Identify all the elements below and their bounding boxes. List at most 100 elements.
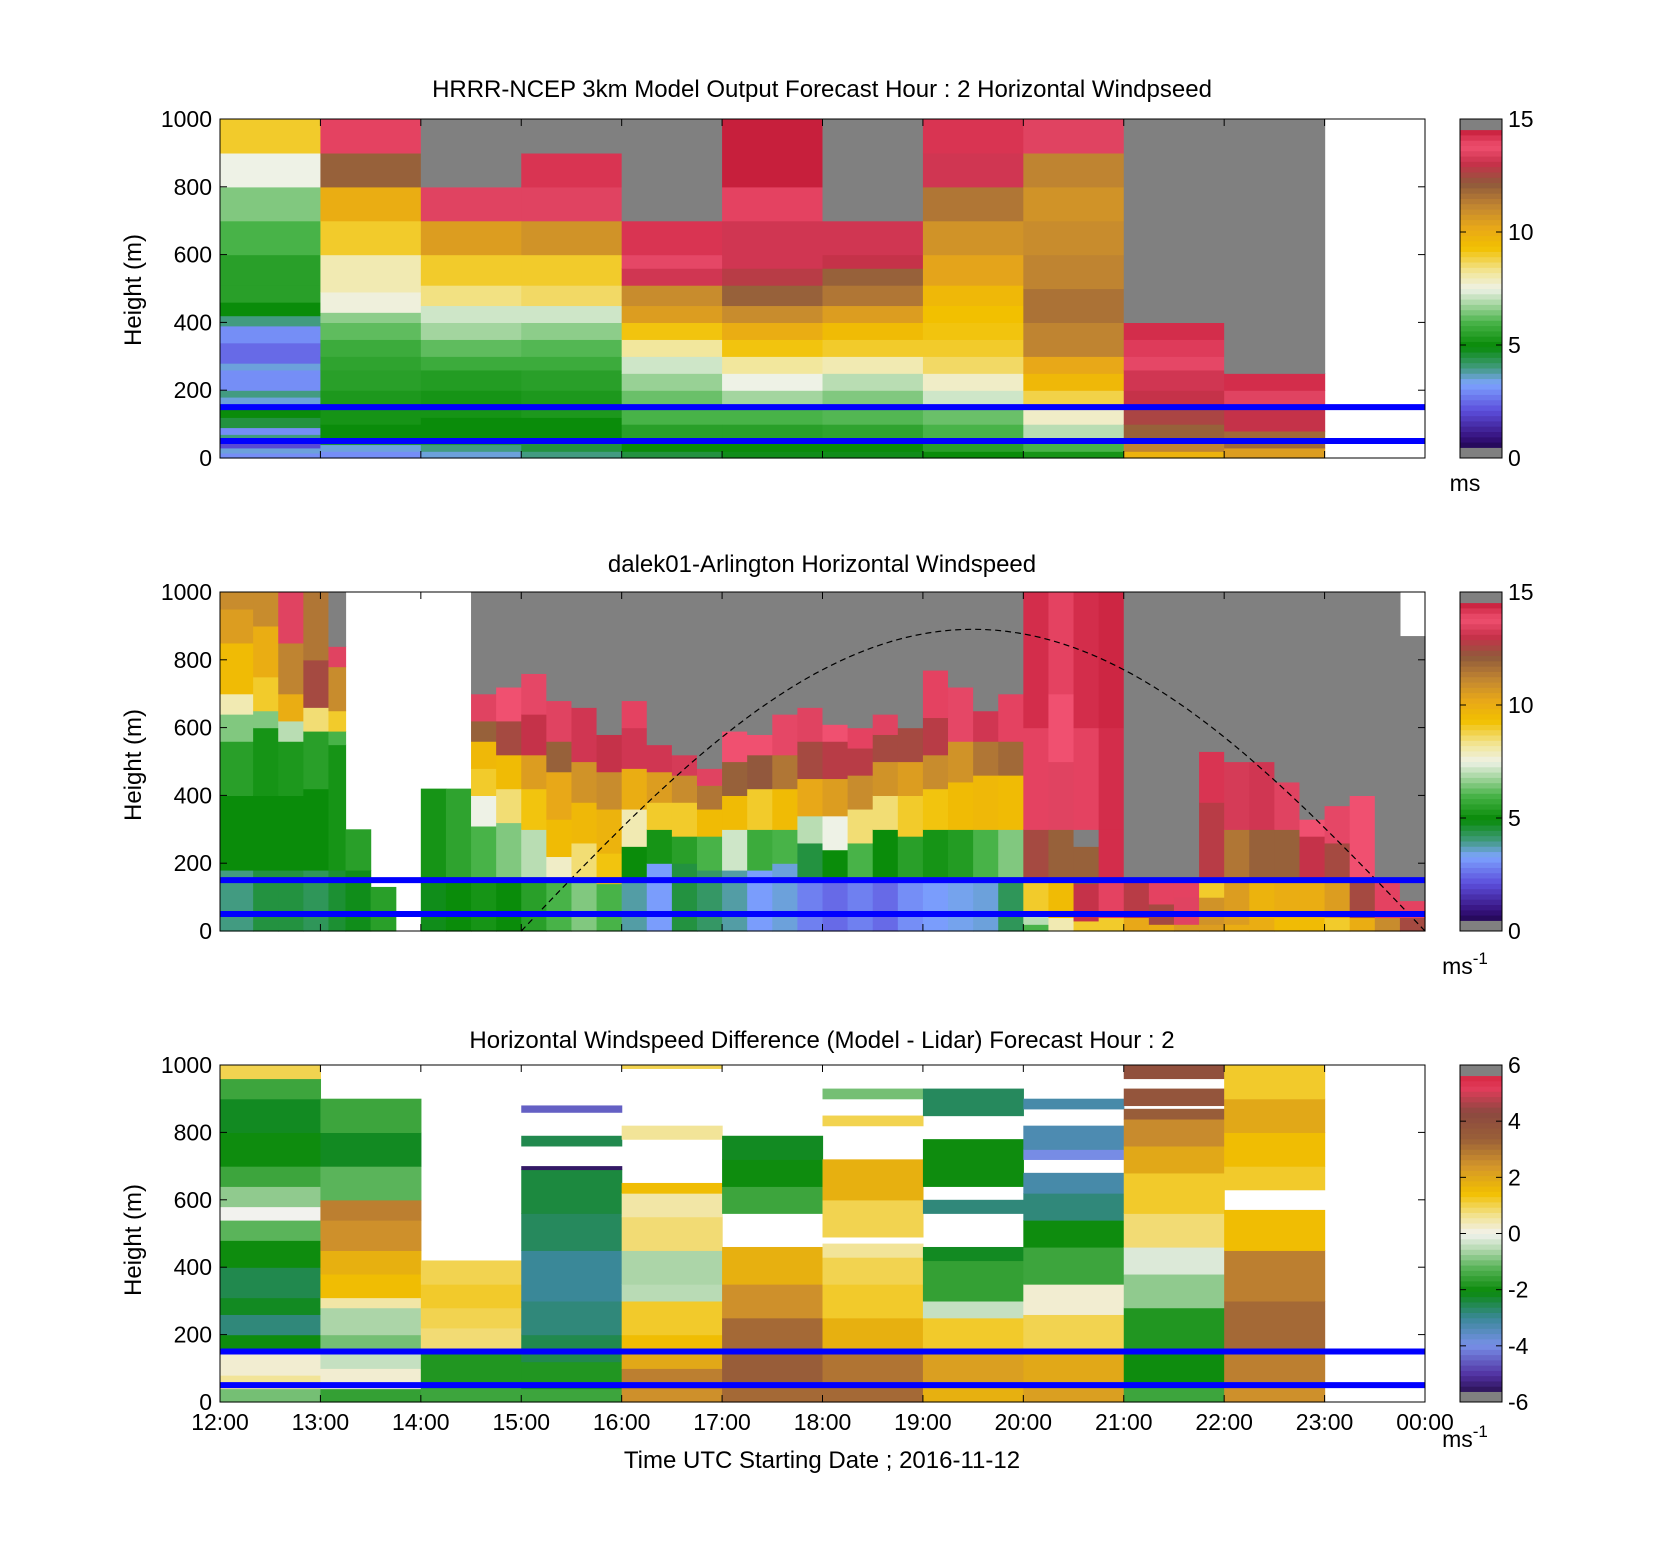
heatmap-cell-model-8-6 [1023, 356, 1125, 374]
heatmap-cell-model-0-7 [220, 396, 322, 408]
heatmap-cell-lidar-29-0 [948, 876, 974, 932]
heatmap-cell-difference-8-2 [1023, 1314, 1125, 1353]
heatmap-cell-lidar-33-3 [1048, 761, 1075, 830]
colorbar-swatch-model-7 [1460, 415, 1502, 422]
colorbar-swatch-difference-53 [1460, 1117, 1502, 1124]
heatmap-cell-difference-4-0 [621, 1388, 723, 1403]
x-tick-label-9: 21:00 [1095, 1409, 1153, 1435]
heatmap-cell-model-6-5 [822, 373, 924, 391]
heatmap-cell-model-3-6 [521, 339, 623, 357]
heatmap-cell-lidar-21-3 [747, 754, 773, 790]
heatmap-cell-lidar-37-2 [1148, 880, 1175, 905]
heatmap-cell-model-5-9 [722, 305, 824, 323]
heatmap-cell-model-1-12 [320, 254, 422, 293]
heatmap-cell-lidar-18-4 [671, 754, 698, 776]
heatmap-cell-difference-1-4 [320, 1307, 422, 1336]
colorbar-tick-label-difference-5: 4 [1508, 1108, 1521, 1134]
colorbar-swatch-lidar-7 [1460, 888, 1502, 895]
heatmap-cell-model-9-8 [1123, 322, 1225, 340]
heatmap-cell-lidar-8-0 [420, 876, 447, 932]
colorbar-swatch-model-28 [1460, 304, 1502, 311]
colorbar-swatch-lidar-62 [1460, 597, 1502, 604]
colorbar-swatch-lidar-30 [1460, 766, 1502, 773]
colorbar-swatch-model-30 [1460, 293, 1502, 300]
colorbar-swatch-model-46 [1460, 209, 1502, 215]
heatmap-cell-model-3-14 [521, 119, 623, 154]
y-tick-label-difference-1: 200 [174, 1322, 212, 1348]
heatmap-cell-lidar-30-1 [973, 829, 999, 878]
colorbar-swatch-model-31 [1460, 288, 1502, 295]
heatmap-cell-model-4-12 [621, 254, 723, 269]
colorbar-swatch-model-40 [1460, 240, 1502, 247]
heatmap-cell-lidar-42-4 [1274, 592, 1301, 783]
heatmap-cell-model-8-3 [1023, 407, 1125, 425]
colorbar-swatch-difference-43 [1460, 1170, 1502, 1177]
heatmap-cell-difference-4-3 [621, 1334, 723, 1353]
heatmap-cell-model-4-9 [621, 305, 723, 323]
heatmap-cell-model-3-0 [521, 451, 623, 459]
heatmap-cell-model-2-11 [420, 254, 522, 286]
colorbar-swatch-difference-3 [1460, 1380, 1502, 1387]
heatmap-cell-difference-7-5 [922, 1246, 1024, 1262]
colorbar-swatch-lidar-19 [1460, 825, 1502, 831]
heatmap-cell-model-6-4 [822, 390, 924, 408]
heatmap-cell-model-5-0 [722, 451, 824, 459]
colorbar-swatch-model-48 [1460, 198, 1502, 205]
colorbar-swatch-model-27 [1460, 309, 1502, 316]
heatmap-cell-model-0-13 [220, 315, 322, 327]
heatmap-cell-lidar-2-3 [278, 720, 304, 742]
heatmap-cell-lidar-42-3 [1274, 781, 1301, 830]
panel-model-title: HRRR-NCEP 3km Model Output Forecast Hour… [432, 76, 1212, 103]
heatmap-cell-lidar-1-2 [253, 727, 279, 796]
heatmap-cell-lidar-27-1 [897, 836, 924, 878]
heatmap-cell-lidar-11-0 [496, 876, 522, 932]
heatmap-cell-difference-7-1 [922, 1351, 1024, 1383]
heatmap-cell-lidar-21-4 [747, 734, 773, 756]
colorbar-tick-label-difference-2: -2 [1508, 1277, 1528, 1303]
colorbar-swatch-model-0 [1460, 452, 1502, 459]
y-tick-label-difference-5: 1000 [161, 1052, 212, 1078]
heatmap-cell-lidar-23-3 [797, 778, 824, 817]
y-tick-label-model-0: 0 [199, 445, 212, 471]
heatmap-cell-lidar-11-3 [496, 754, 522, 790]
colorbar-swatch-model-58 [1460, 145, 1502, 152]
heatmap-cell-difference-7-7 [922, 1139, 1024, 1187]
heatmap-cell-model-10-5 [1224, 119, 1326, 374]
heatmap-cell-lidar-3-2 [303, 730, 330, 790]
heatmap-cell-model-1-7 [320, 356, 422, 371]
heatmap-cell-lidar-14-2 [571, 802, 598, 844]
panel-lidar-colorbar-unit-exponent: -1 [1473, 949, 1488, 968]
colorbar-swatch-lidar-32 [1460, 756, 1502, 762]
heatmap-cell-lidar-13-1 [546, 856, 573, 878]
heatmap-cell-model-2-12 [420, 220, 522, 256]
colorbar-swatch-lidar-27 [1460, 782, 1502, 789]
colorbar-swatch-lidar-60 [1460, 607, 1502, 614]
colorbar-swatch-difference-49 [1460, 1138, 1502, 1145]
heatmap-cell-lidar-1-1 [253, 795, 279, 871]
heatmap-cell-model-5-6 [722, 356, 824, 374]
heatmap-cell-model-8-5 [1023, 373, 1125, 391]
colorbar-swatch-lidar-9 [1460, 878, 1502, 884]
y-tick-label-lidar-5: 1000 [161, 579, 212, 605]
heatmap-cell-model-6-2 [822, 424, 924, 439]
heatmap-cell-model-4-2 [621, 424, 723, 439]
colorbar-swatch-difference-6 [1460, 1365, 1502, 1371]
colorbar-swatch-model-57 [1460, 150, 1502, 157]
heatmap-cell-model-4-11 [621, 268, 723, 286]
colorbar-swatch-difference-47 [1460, 1149, 1502, 1156]
heatmap-cell-lidar-12-1 [521, 829, 547, 878]
heatmap-cell-model-3-11 [521, 220, 623, 256]
colorbar-swatch-model-15 [1460, 373, 1502, 380]
heatmap-cell-difference-8-8 [1023, 1149, 1125, 1160]
heatmap-cell-lidar-13-0 [546, 876, 573, 932]
heatmap-cell-lidar-40-0 [1224, 924, 1250, 932]
heatmap-cell-model-0-20 [220, 119, 322, 154]
colorbar-swatch-lidar-8 [1460, 883, 1502, 890]
colorbar-swatch-model-60 [1460, 134, 1502, 141]
heatmap-cell-lidar-19-3 [696, 785, 723, 810]
heatmap-cell-model-3-10 [521, 254, 623, 286]
heatmap-cell-difference-10-5 [1224, 1166, 1326, 1191]
heatmap-cell-lidar-32-5 [1023, 592, 1050, 729]
heatmap-cell-lidar-38-2 [1173, 880, 1200, 898]
heatmap-cell-model-2-10 [420, 285, 522, 307]
